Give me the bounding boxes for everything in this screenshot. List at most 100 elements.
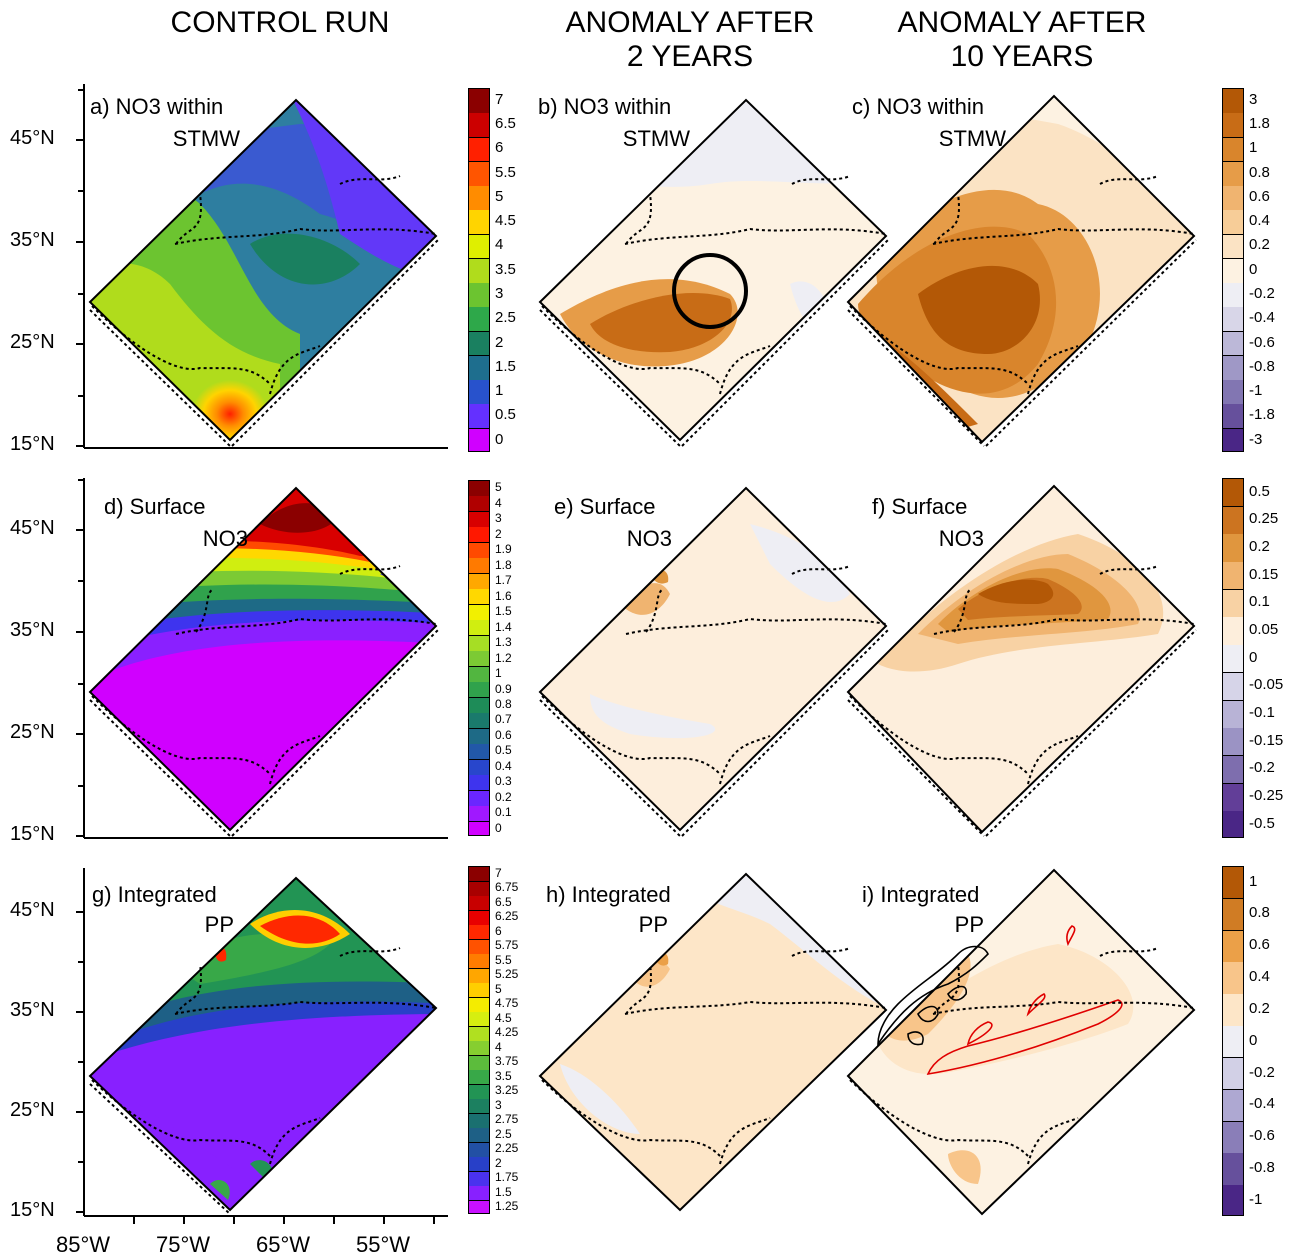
colorbar-label: 0.3	[495, 774, 512, 789]
colorbar-swatch	[469, 234, 489, 260]
colorbar-label: 2	[495, 333, 504, 351]
colorbar-label: 4	[495, 495, 502, 510]
panel-a-label-line1: a) NO3 within	[90, 94, 223, 119]
colorbar-swatch	[469, 954, 489, 969]
colorbar-swatch	[469, 496, 489, 513]
colorbar-label: 0.8	[1249, 163, 1270, 181]
colorbar-swatch	[1223, 1026, 1243, 1059]
panel-f-label-line2: NO3	[939, 526, 984, 551]
colorbar-label: 5	[495, 187, 504, 205]
colorbar-label: 0.5	[495, 406, 516, 424]
panel-b-map: b) NO3 within STMW	[538, 94, 889, 447]
colorbar-swatch	[469, 997, 489, 1013]
colorbar-swatch	[1223, 186, 1243, 211]
colorbar-label: -0.2	[1249, 284, 1275, 302]
colorbar-label: 0.6	[1249, 187, 1270, 205]
panel-i-field	[848, 870, 1194, 1214]
anomaly-2-years-line2: 2 YEARS	[626, 40, 754, 73]
colorbar-label: 1	[1249, 139, 1258, 157]
colorbar-label: -0.4	[1249, 1095, 1275, 1113]
colorbar-swatch	[1223, 534, 1243, 563]
colorbar-label: 4	[495, 1039, 502, 1054]
colorbar-swatch	[469, 1026, 489, 1042]
panel-a-axes	[76, 84, 448, 449]
colorbar-label: 0.1	[1249, 593, 1270, 611]
colorbar-swatch	[1223, 755, 1243, 785]
colorbar-label: 0.15	[1249, 565, 1279, 583]
colorbar-swatch	[469, 775, 489, 792]
colorbar-swatch	[469, 283, 489, 308]
lat-label-35n: 35°N	[10, 999, 55, 1021]
colorbar-swatch	[469, 1070, 489, 1085]
colorbar-control-row3: 7 6.75 6.5 6.25 6 5.75 5.5 5.25 5 4.75 4.5 4.25 4 3.7…	[468, 866, 520, 1214]
colorbar-label: 0.8	[1249, 904, 1270, 922]
panel-h-dotted-contours	[541, 947, 887, 1165]
colorbar-swatch	[1223, 700, 1243, 729]
colorbar-bar	[1222, 478, 1244, 838]
colorbar-label: 3.25	[495, 1083, 519, 1098]
colorbar-swatch	[1223, 562, 1243, 591]
colorbar-swatch	[469, 728, 489, 745]
colorbar-swatch	[1223, 1121, 1243, 1154]
lon-label-65w: 65°W	[256, 1232, 311, 1257]
colorbar-swatch	[1223, 479, 1243, 508]
control-run-title-text: CONTROL RUN	[170, 6, 390, 39]
colorbar-swatch	[469, 331, 489, 357]
colorbar-swatch	[1223, 783, 1243, 812]
panel-e-label-line1: e) Surface	[554, 494, 656, 519]
colorbar-swatch	[469, 404, 489, 430]
colorbar-label: 0.2	[1249, 236, 1270, 254]
panel-g-dotted-contours	[89, 947, 437, 1215]
colorbar-swatch	[1223, 867, 1243, 900]
colorbar-swatch	[469, 89, 489, 114]
colorbar-label: 0.05	[1249, 621, 1279, 638]
colorbar-label: 3.75	[495, 1054, 519, 1069]
colorbar-swatch	[1223, 258, 1243, 284]
panel-c-map: c) NO3 within STMW	[846, 94, 1197, 447]
panel-i-label-line2: PP	[955, 912, 984, 937]
colorbar-label: 0.2	[1249, 537, 1270, 555]
colorbar-swatch	[1223, 898, 1243, 932]
colorbar-bar	[468, 88, 490, 452]
colorbar-label: -0.25	[1249, 787, 1284, 805]
colorbar-label: 1.25	[495, 1199, 519, 1214]
panel-f-domain-outline	[846, 484, 1196, 834]
colorbar-label: 4.5	[495, 212, 516, 230]
colorbar-label: -0.4	[1249, 309, 1275, 327]
colorbar-label: -0.8	[1249, 1158, 1275, 1176]
panel-i-label-line1: i) Integrated	[862, 882, 979, 907]
colorbar-label: 0	[1249, 1031, 1258, 1049]
lat-label-25n: 25°N	[10, 721, 55, 743]
colorbar-label: 5.5	[495, 952, 512, 967]
colorbar-swatch	[469, 968, 489, 984]
colorbar-swatch	[469, 542, 489, 559]
colorbar-label: 3	[1249, 90, 1258, 108]
colorbar-swatch	[1223, 234, 1243, 260]
colorbar-swatch	[469, 713, 489, 730]
colorbar-anomaly-row2: 0.5 0.25 0.2 0.15 0.1 0.05 0 -0.05 -0.1 -0.15 -0.2…	[1222, 478, 1284, 838]
lon-label-85w: 85°W	[56, 1232, 111, 1257]
lat-label-35n: 35°N	[10, 229, 55, 251]
panel-h-map: h) Integrated PP	[538, 872, 888, 1212]
colorbar-swatch	[1223, 1057, 1243, 1091]
colorbar-swatch	[469, 697, 489, 714]
colorbar-swatch	[469, 1012, 489, 1027]
colorbar-swatch	[469, 604, 489, 621]
colorbar-label: -0.15	[1249, 731, 1284, 749]
colorbar-swatch	[469, 651, 489, 668]
colorbar-swatch	[469, 258, 489, 284]
colorbar-swatch	[469, 1171, 489, 1187]
colorbar-swatch	[469, 939, 489, 955]
colorbar-label: 1	[1249, 872, 1258, 890]
colorbar-label: 6.75	[495, 880, 519, 895]
panel-i-red-contours	[926, 925, 1123, 1076]
colorbar-swatch	[469, 1186, 489, 1201]
colorbar-swatch	[1223, 210, 1243, 236]
colorbar-swatch	[1223, 380, 1243, 405]
panel-c-label-line2: STMW	[939, 126, 1006, 151]
colorbar-label: -0.2	[1249, 759, 1275, 777]
colorbar-label: 6	[495, 923, 502, 938]
colorbar-swatch	[1223, 506, 1243, 535]
colorbar-swatch	[469, 1041, 489, 1056]
colorbar-swatch	[1223, 89, 1243, 114]
